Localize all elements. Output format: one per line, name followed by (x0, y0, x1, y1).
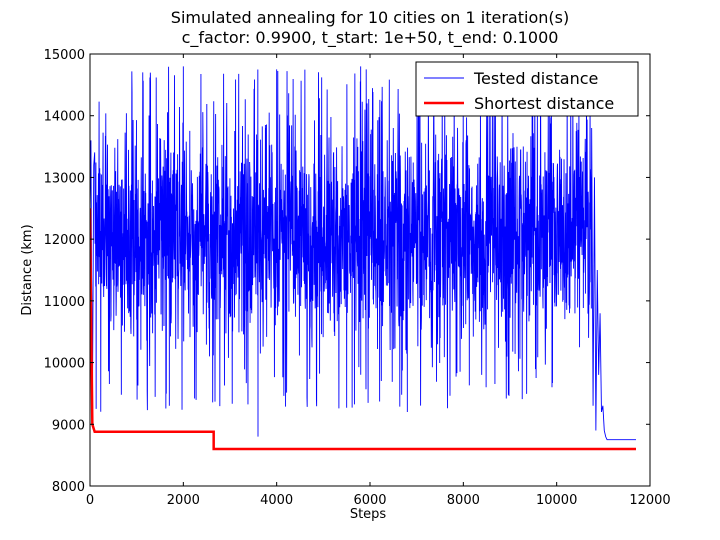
y-tick-label: 15000 (44, 48, 85, 63)
y-tick-label: 11000 (44, 295, 85, 310)
legend-label-tested: Tested distance (473, 69, 598, 88)
x-axis: 0 2000 4000 6000 8000 10000 12000 (86, 54, 671, 508)
y-tick-label: 12000 (44, 233, 85, 248)
series-layer (90, 66, 636, 451)
chart-title: Simulated annealing for 10 cities on 1 i… (171, 8, 569, 27)
series-line-tested-distance (90, 66, 636, 441)
y-tick-label: 14000 (44, 110, 85, 125)
legend-box (415, 61, 639, 117)
y-tick-label: 10000 (44, 357, 85, 372)
x-tick-label: 2000 (167, 493, 200, 508)
x-tick-label: 4000 (260, 493, 293, 508)
series-line-shortest-distance (90, 208, 636, 451)
x-axis-label: Steps (350, 507, 387, 522)
x-tick-label: 10000 (536, 493, 577, 508)
x-tick-label: 0 (86, 493, 94, 508)
legend-label-shortest: Shortest distance (474, 94, 614, 113)
y-tick-label: 13000 (44, 171, 85, 186)
y-tick-label: 9000 (52, 418, 85, 433)
y-axis: 8000 9000 10000 11000 12000 13000 14000 15000 (44, 48, 650, 495)
legend: Tested distance Shortest distance (415, 61, 639, 117)
x-tick-label: 12000 (629, 493, 670, 508)
x-tick-label: 6000 (353, 493, 386, 508)
chart-subtitle: c_factor: 0.9900, t_start: 1e+50, t_end:… (182, 28, 559, 48)
y-axis-label: Distance (km) (20, 224, 35, 315)
y-tick-label: 8000 (52, 480, 85, 495)
x-tick-label: 8000 (447, 493, 480, 508)
